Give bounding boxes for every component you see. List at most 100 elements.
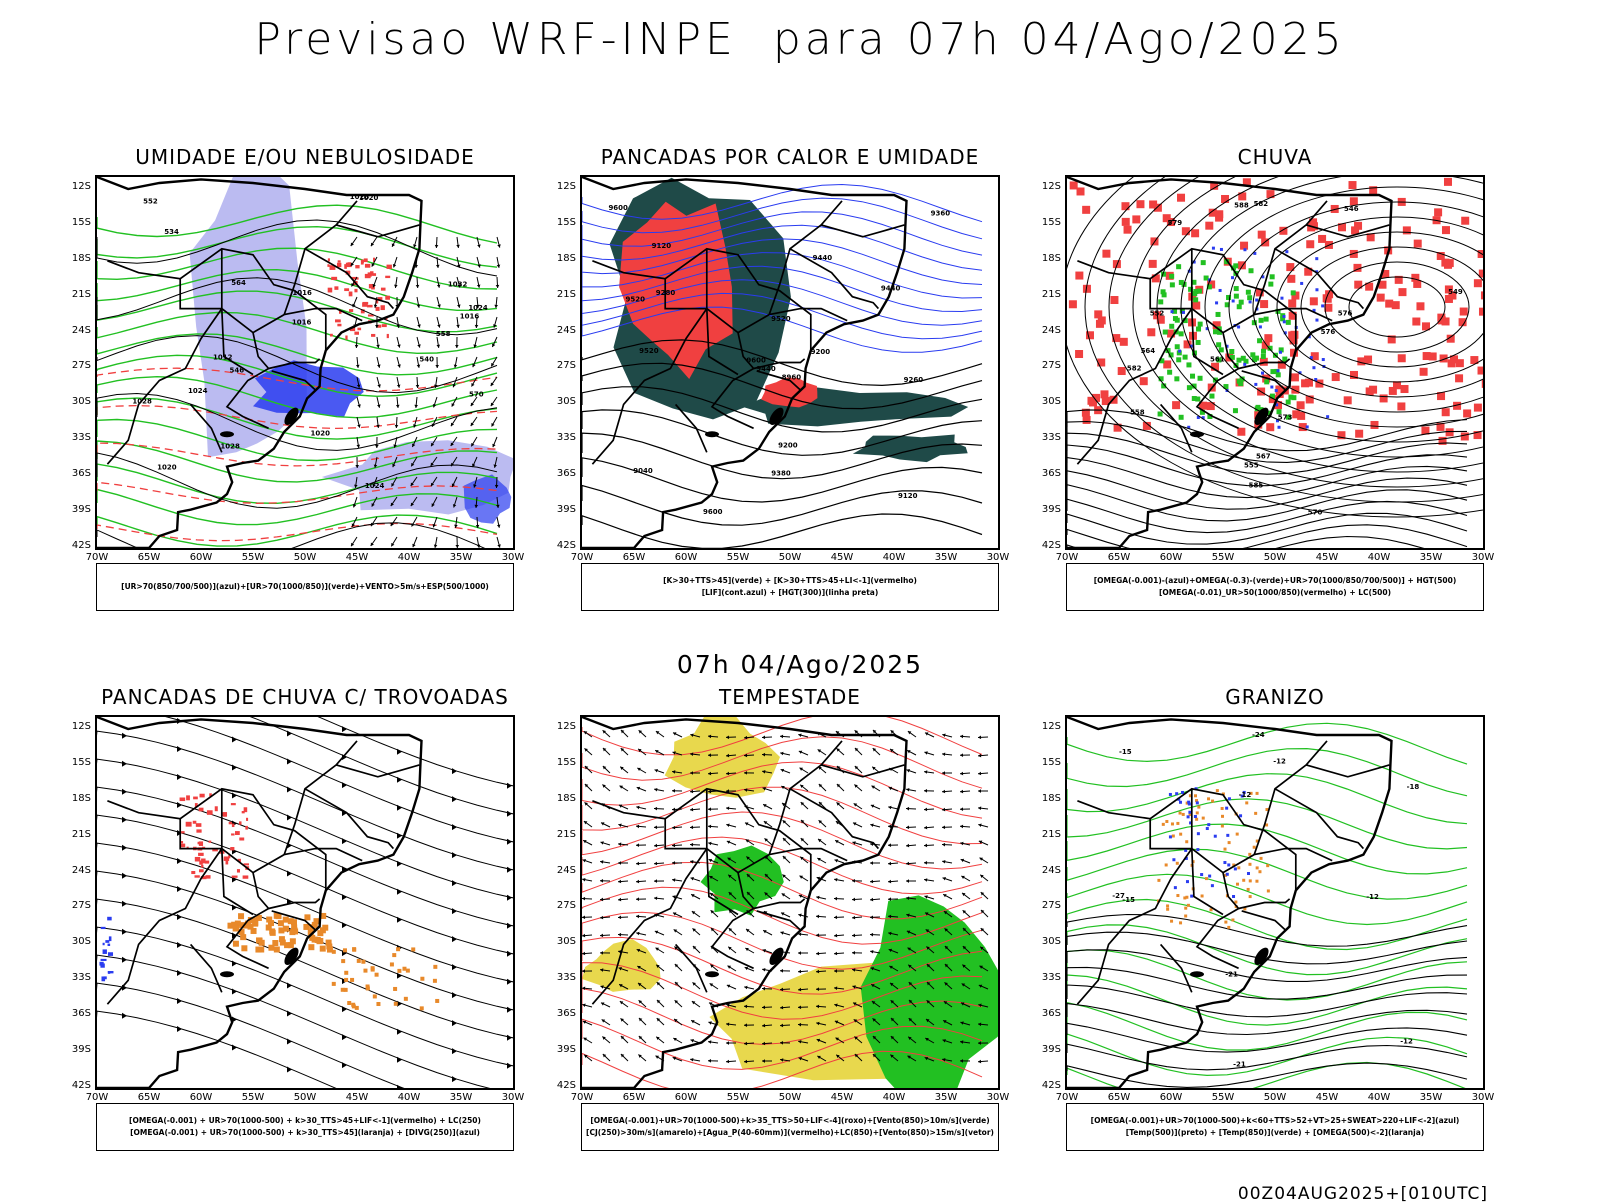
- omega-area: [1254, 383, 1257, 386]
- streamline-arrow: [452, 880, 457, 886]
- omega-area: [1202, 817, 1205, 820]
- hail-area: [1247, 872, 1250, 875]
- rain-area: [1392, 301, 1400, 309]
- rain-strong-area: [1196, 327, 1201, 332]
- streamline-arrow: [342, 1062, 347, 1068]
- rain-area: [241, 945, 247, 951]
- wind-vector-head: [636, 915, 639, 919]
- thunderstorm-area: [199, 808, 204, 812]
- temp-label: -18: [1407, 783, 1420, 791]
- rain-strong-area: [1259, 318, 1264, 323]
- panel-title: PANCADAS DE CHUVA C/ TROVOADAS: [95, 685, 515, 709]
- wind-vector-head: [978, 754, 981, 758]
- rain-area: [361, 960, 365, 964]
- rain-area: [1266, 190, 1274, 198]
- omega-area: [1162, 823, 1165, 826]
- streamline-arrow: [287, 731, 292, 737]
- wind-vector-head: [636, 825, 639, 829]
- rain-strong-area: [1249, 268, 1254, 273]
- thunderstorm-area: [231, 833, 234, 835]
- rain-strong-area: [1233, 408, 1238, 413]
- hail-area: [1207, 823, 1210, 826]
- rain-area: [1163, 360, 1171, 368]
- hgt-label: 9120: [898, 492, 918, 500]
- legend-granizo: [OMEGA(-0.001)+UR>70(1000-500)+k<60+TTS>…: [1066, 1103, 1484, 1151]
- omega-area: [1315, 319, 1318, 322]
- wind-vector-head: [942, 734, 945, 737]
- legend-line: [OMEGA(-0.001)-(azul)+OMEGA(-0.3)-(verde…: [1094, 575, 1457, 587]
- rain-area: [1297, 401, 1305, 409]
- thickness-label: [365, 264, 370, 268]
- wind-vector-head: [618, 916, 621, 920]
- temp-label: -12: [1273, 758, 1286, 766]
- wind-vector-head: [852, 951, 855, 955]
- omega-area: [1182, 311, 1185, 314]
- lat-tick-label: 36S: [540, 468, 576, 479]
- streamline-arrow: [507, 1063, 512, 1069]
- thunderstorm-area: [198, 842, 203, 845]
- wind-vector-head: [690, 826, 693, 830]
- legend-line: [Temp(500)](preto) + [Temp(850)](verde) …: [1126, 1127, 1424, 1139]
- wind-vector-head: [618, 823, 621, 826]
- convective-area: [853, 435, 968, 463]
- contour-label: 1020: [157, 464, 177, 472]
- streamline-arrow: [507, 867, 512, 873]
- temp850-contour: [1067, 723, 1467, 764]
- lat-tick-label: 36S: [540, 1008, 576, 1019]
- wind-vector-head: [435, 365, 439, 368]
- wind-vector-head: [780, 735, 783, 739]
- rain-area: [1070, 181, 1078, 189]
- wind-vector-head: [942, 752, 945, 756]
- hail-area: [1169, 835, 1172, 838]
- omega-area: [1182, 813, 1185, 816]
- rain-area: [240, 934, 246, 940]
- rain-area: [1077, 187, 1085, 195]
- wind-vector-head: [582, 915, 585, 919]
- thickness-label: [387, 334, 389, 338]
- lat-tick-label: 18S: [1025, 793, 1061, 804]
- lat-tick-label: 18S: [540, 253, 576, 264]
- wind-vector-head: [816, 952, 819, 956]
- lat-tick-label: 33S: [1025, 432, 1061, 443]
- omega-area: [1237, 866, 1240, 869]
- rain-area: [373, 994, 377, 998]
- rain-strong-area: [1186, 362, 1191, 367]
- omega-area: [1195, 818, 1198, 821]
- wind-vector-head: [654, 896, 657, 900]
- lat-tick-label: 12S: [55, 181, 91, 192]
- rain-area: [1094, 310, 1102, 318]
- omega-area: [1215, 301, 1218, 304]
- omega-area: [1300, 282, 1303, 285]
- wind-vector-head: [978, 736, 981, 740]
- rain-strong-area: [1197, 289, 1202, 294]
- contour-label: 1020: [311, 430, 331, 438]
- lon-tick-label: 55W: [242, 1092, 265, 1103]
- thunderstorm-area: [181, 841, 183, 843]
- rain-area: [1332, 373, 1340, 381]
- omega-area: [1258, 870, 1261, 873]
- streamline-arrow: [122, 957, 127, 963]
- lon-tick-label: 30W: [1472, 552, 1495, 563]
- streamline-arrow: [232, 904, 237, 910]
- rain-area: [1411, 274, 1419, 282]
- rain-strong-area: [1161, 289, 1166, 294]
- thunderstorm-area: [186, 795, 190, 800]
- wind-vector-head: [942, 825, 945, 829]
- rain-area: [303, 924, 309, 930]
- divergence-area: [103, 943, 105, 945]
- rain-area: [1357, 357, 1365, 365]
- temp-label: -12: [1366, 893, 1379, 901]
- thickness-label: [354, 332, 359, 335]
- wind-vector-head: [978, 806, 981, 810]
- omega-area: [1170, 920, 1173, 923]
- lat-tick-label: 27S: [540, 900, 576, 911]
- wind-vector-head: [960, 772, 963, 776]
- legend-tempestade: [OMEGA(-0.001)+UR>70(1000-500)+k>35_TTS>…: [581, 1103, 999, 1151]
- temp-label: -21: [1225, 970, 1238, 978]
- omega-area: [1242, 879, 1245, 882]
- omega-area: [1197, 806, 1200, 809]
- lat-tick-label: 30S: [55, 396, 91, 407]
- thickness-label: [349, 292, 353, 297]
- wind-vector-head: [654, 825, 657, 829]
- rain-strong-area: [1257, 338, 1262, 343]
